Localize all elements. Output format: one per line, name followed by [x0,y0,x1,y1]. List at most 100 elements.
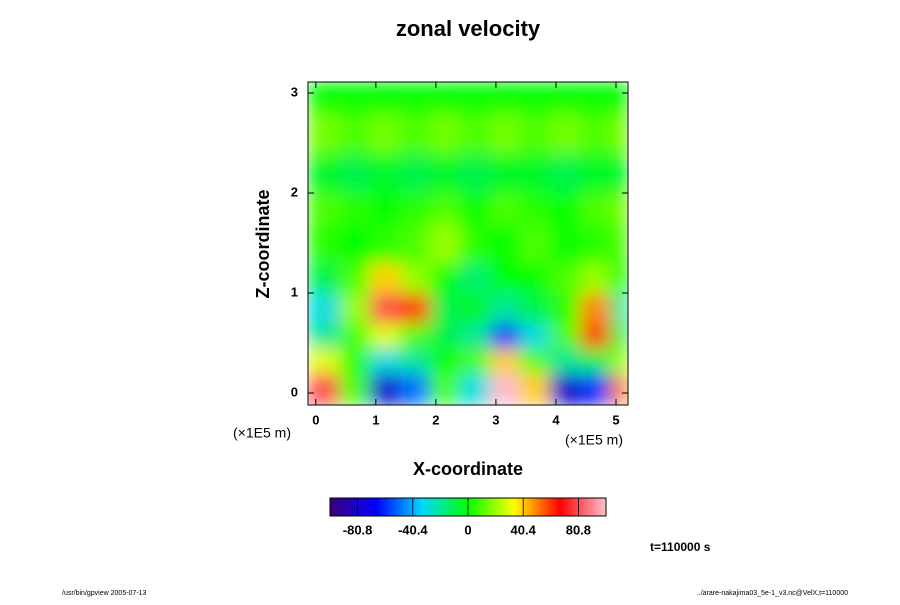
cell [519,263,551,294]
cell [429,82,461,114]
cell [579,113,611,154]
cell [308,193,341,224]
cell [579,373,611,405]
colorbar-tick-label: -80.8 [343,522,373,537]
cell [399,293,431,324]
field-cells [308,82,628,405]
cell [308,223,341,264]
cell [579,153,611,194]
cell [459,348,491,374]
x-tick-label: 5 [612,412,619,427]
cell [399,323,431,349]
cell [489,263,521,294]
cell [369,223,401,264]
cell [609,82,628,114]
cell [489,348,521,374]
cell [339,193,371,224]
colorbar-tick-label: 80.8 [566,522,591,537]
y-unit: (×1E5 m) [233,425,291,441]
cell [339,113,371,154]
cell [549,113,581,154]
cell [369,263,401,294]
cell [549,348,581,374]
cell [459,223,491,264]
cell [429,348,461,374]
cell [519,153,551,194]
y-axis-label: Z-coordinate [253,189,273,298]
cell [339,223,371,264]
cell [549,263,581,294]
cell [339,323,371,349]
cell [549,323,581,349]
cell [519,223,551,264]
cell [609,373,628,405]
cell [369,82,401,114]
cell [339,293,371,324]
cell [489,193,521,224]
cell [308,373,341,405]
cell [489,153,521,194]
cell [549,153,581,194]
cell [579,293,611,324]
y-tick-label: 1 [291,284,298,299]
x-tick-label: 2 [432,412,439,427]
cell [459,193,491,224]
cell [339,373,371,405]
colorbar-tick-label: 0 [464,522,471,537]
cell [339,263,371,294]
cell [609,323,628,349]
cell [579,348,611,374]
cell [369,293,401,324]
x-tick-label: 3 [492,412,499,427]
cell [609,293,628,324]
x-axis-label: X-coordinate [413,459,523,479]
cell [308,293,341,324]
cell [308,263,341,294]
cell [459,82,491,114]
y-tick-label: 3 [291,84,298,99]
cell [489,373,521,405]
cell [308,82,341,114]
cell [579,193,611,224]
plot-frame [307,81,629,406]
cell [459,373,491,405]
cell [369,153,401,194]
cell [339,153,371,194]
cell [489,113,521,154]
cell [369,113,401,154]
cell [308,348,341,374]
cell [399,153,431,194]
cell [429,223,461,264]
cell [609,223,628,264]
cell [429,373,461,405]
cell [489,82,521,114]
cell [549,82,581,114]
cell [519,293,551,324]
x-unit: (×1E5 m) [565,432,623,448]
cell [429,263,461,294]
cell [369,373,401,405]
cell [519,82,551,114]
x-tick-label: 0 [312,412,319,427]
cell [519,323,551,349]
cell [399,223,431,264]
cell [459,263,491,294]
cell [579,263,611,294]
cell [519,113,551,154]
cell [519,193,551,224]
field [308,82,628,405]
cell [429,153,461,194]
cell [429,323,461,349]
cell [579,223,611,264]
cell [489,323,521,349]
cell [549,193,581,224]
cell [369,193,401,224]
y-tick-label: 2 [291,184,298,199]
cell [519,348,551,374]
time-note: t=110000 s [650,540,711,554]
cell [399,263,431,294]
cell [459,293,491,324]
cell [339,82,371,114]
cell [609,263,628,294]
